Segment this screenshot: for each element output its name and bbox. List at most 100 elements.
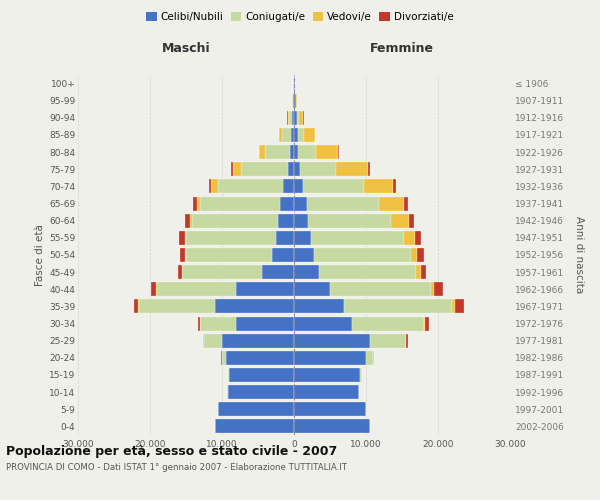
Bar	[179, 231, 185, 245]
Bar	[336, 162, 368, 176]
Bar	[311, 231, 404, 245]
Bar	[197, 316, 200, 330]
Bar	[294, 420, 370, 434]
Bar	[391, 214, 409, 228]
Bar	[233, 162, 241, 176]
Bar	[415, 231, 421, 245]
Bar	[406, 334, 408, 347]
Bar	[294, 180, 302, 194]
Bar	[226, 351, 294, 365]
Bar	[265, 145, 290, 159]
Bar	[190, 214, 192, 228]
Bar	[180, 248, 185, 262]
Bar	[425, 316, 430, 330]
Bar	[197, 196, 200, 210]
Bar	[404, 231, 415, 245]
Bar	[139, 300, 215, 314]
Bar	[134, 300, 138, 314]
Bar	[392, 180, 395, 194]
Bar	[203, 334, 204, 347]
Bar	[186, 248, 272, 262]
Bar	[308, 214, 391, 228]
Bar	[280, 196, 294, 210]
Bar	[294, 368, 360, 382]
Bar	[287, 111, 289, 125]
Bar	[294, 196, 307, 210]
Bar	[364, 180, 392, 194]
Bar	[186, 231, 276, 245]
Bar	[304, 128, 315, 142]
Bar	[370, 334, 406, 347]
Bar	[338, 145, 339, 159]
Bar	[297, 111, 299, 125]
Bar	[294, 402, 366, 416]
Bar	[209, 180, 211, 194]
Bar	[241, 162, 288, 176]
Bar	[236, 316, 294, 330]
Bar	[200, 316, 236, 330]
Bar	[218, 402, 294, 416]
Bar	[299, 111, 304, 125]
Bar	[283, 180, 294, 194]
Bar	[290, 145, 294, 159]
Bar	[218, 180, 283, 194]
Text: Maschi: Maschi	[161, 42, 211, 55]
Bar	[302, 180, 364, 194]
Bar	[204, 334, 222, 347]
Bar	[200, 196, 280, 210]
Bar	[452, 300, 455, 314]
Bar	[215, 420, 294, 434]
Bar	[298, 145, 316, 159]
Text: PROVINCIA DI COMO - Dati ISTAT 1° gennaio 2007 - Elaborazione TUTTITALIA.IT: PROVINCIA DI COMO - Dati ISTAT 1° gennai…	[6, 464, 347, 472]
Bar	[307, 196, 379, 210]
Bar	[211, 180, 218, 194]
Bar	[431, 282, 434, 296]
Bar	[215, 300, 294, 314]
Bar	[259, 145, 265, 159]
Bar	[151, 282, 156, 296]
Bar	[409, 214, 414, 228]
Bar	[424, 316, 425, 330]
Bar	[185, 231, 186, 245]
Bar	[319, 265, 416, 279]
Bar	[360, 368, 362, 382]
Legend: Celibi/Nubili, Coniugati/e, Vedovi/e, Divorziati/e: Celibi/Nubili, Coniugati/e, Vedovi/e, Di…	[142, 8, 458, 26]
Bar	[292, 94, 293, 108]
Y-axis label: Fasce di età: Fasce di età	[35, 224, 45, 286]
Bar	[232, 162, 233, 176]
Bar	[288, 162, 294, 176]
Bar	[298, 128, 304, 142]
Bar	[156, 282, 157, 296]
Bar	[412, 248, 417, 262]
Bar	[228, 385, 294, 399]
Bar	[289, 111, 292, 125]
Bar	[294, 351, 366, 365]
Bar	[434, 282, 443, 296]
Bar	[368, 162, 370, 176]
Bar	[330, 282, 431, 296]
Bar	[185, 248, 186, 262]
Bar	[352, 316, 424, 330]
Bar	[294, 316, 352, 330]
Bar	[278, 214, 294, 228]
Bar	[296, 94, 297, 108]
Bar	[294, 334, 370, 347]
Bar	[421, 265, 426, 279]
Bar	[294, 94, 296, 108]
Bar	[182, 265, 262, 279]
Bar	[294, 162, 300, 176]
Bar	[272, 248, 294, 262]
Bar	[292, 111, 294, 125]
Bar	[185, 214, 190, 228]
Bar	[294, 282, 330, 296]
Bar	[294, 145, 298, 159]
Bar	[236, 282, 294, 296]
Bar	[279, 128, 283, 142]
Bar	[283, 128, 291, 142]
Bar	[192, 214, 278, 228]
Bar	[222, 351, 226, 365]
Bar	[416, 265, 421, 279]
Y-axis label: Anni di nascita: Anni di nascita	[574, 216, 584, 294]
Bar	[293, 94, 294, 108]
Bar	[294, 231, 311, 245]
